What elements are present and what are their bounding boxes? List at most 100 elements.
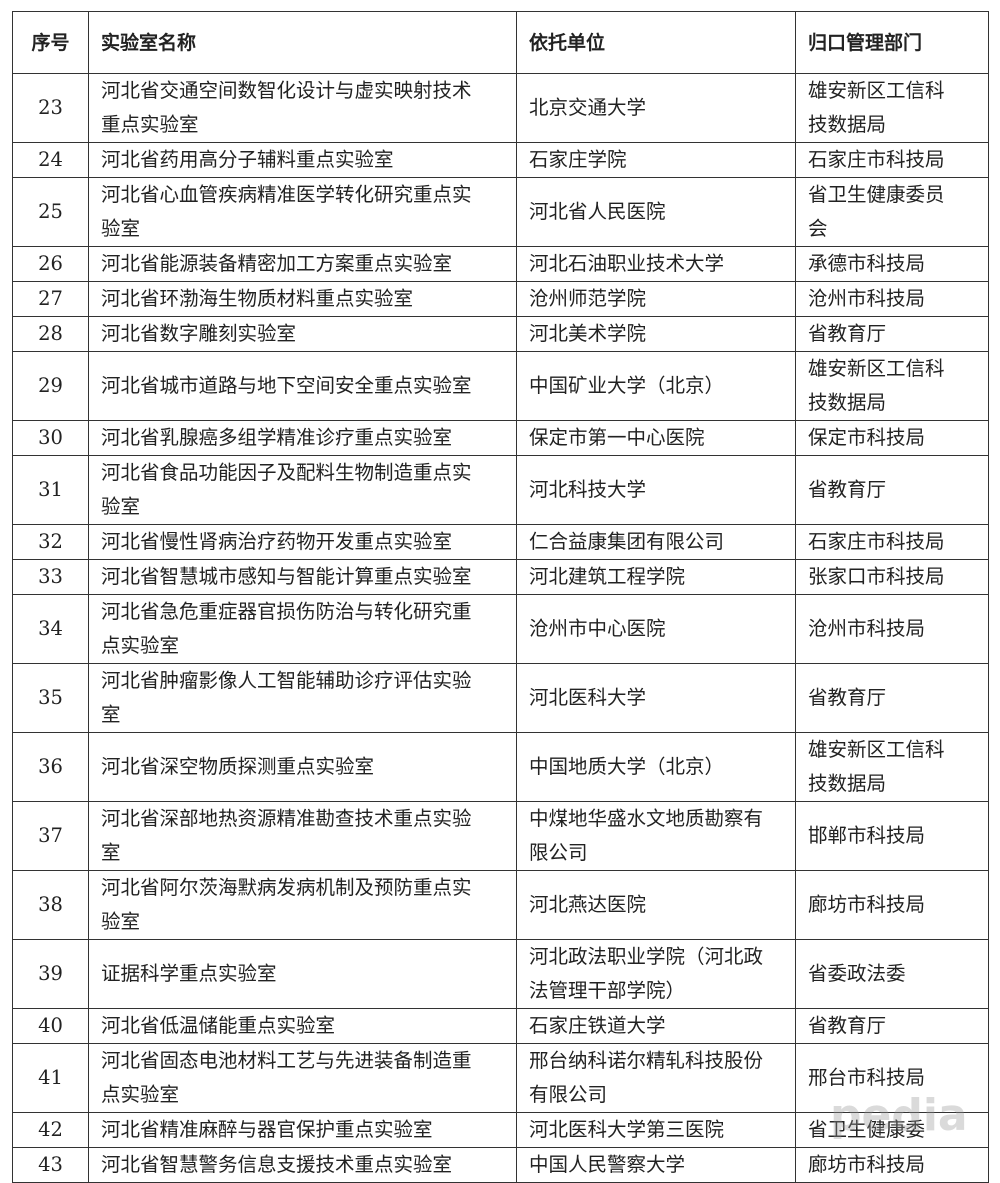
row-index-cell: 42 [12,1112,89,1148]
host-unit-cell: 河北医科大学 [516,663,796,733]
table-row: 37 河北省深部地热资源精准勘查技术重点实验室 中煤地华盛水文地质勘察有限公司 邯郸市… [12,801,989,871]
department-cell: 廊坊市科技局 [795,870,989,940]
row-index-cell: 25 [12,177,89,247]
row-index-cell: 35 [12,663,89,733]
host-unit-cell: 河北燕达医院 [516,870,796,940]
department-cell: 雄安新区工信科技数据局 [795,73,989,143]
host-unit-cell: 河北省人民医院 [516,177,796,247]
department-cell: 雄安新区工信科技数据局 [795,351,989,421]
table-row: 36 河北省深空物质探测重点实验室 中国地质大学（北京） 雄安新区工信科技数据局 [12,732,989,802]
host-unit-cell: 沧州市中心医院 [516,594,796,664]
row-index-cell: 36 [12,732,89,802]
header-lab-name: 实验室名称 [88,11,517,74]
department-cell: 省教育厅 [795,1008,989,1044]
host-unit-cell: 中煤地华盛水文地质勘察有限公司 [516,801,796,871]
host-unit-cell: 石家庄铁道大学 [516,1008,796,1044]
lab-name-cell: 河北省食品功能因子及配料生物制造重点实验室 [88,455,517,525]
table-row: 42 河北省精准麻醉与器官保护重点实验室 河北医科大学第三医院 省卫生健康委 [12,1112,989,1148]
row-index-cell: 33 [12,559,89,595]
lab-name-cell: 河北省急危重症器官损伤防治与转化研究重点实验室 [88,594,517,664]
department-cell: 邢台市科技局 [795,1043,989,1113]
host-unit-cell: 河北美术学院 [516,316,796,352]
department-cell: 沧州市科技局 [795,594,989,664]
host-unit-cell: 河北政法职业学院（河北政法管理干部学院） [516,939,796,1009]
row-index-cell: 28 [12,316,89,352]
table-row: 35 河北省肿瘤影像人工智能辅助诊疗评估实验室 河北医科大学 省教育厅 [12,663,989,733]
row-index-cell: 38 [12,870,89,940]
table-row: 26 河北省能源装备精密加工方案重点实验室 河北石油职业技术大学 承德市科技局 [12,246,989,282]
row-index-cell: 41 [12,1043,89,1113]
host-unit-cell: 中国矿业大学（北京） [516,351,796,421]
row-index-cell: 24 [12,142,89,178]
host-unit-cell: 河北石油职业技术大学 [516,246,796,282]
table-row: 39 证据科学重点实验室 河北政法职业学院（河北政法管理干部学院） 省委政法委 [12,939,989,1009]
table-row: 25 河北省心血管疾病精准医学转化研究重点实验室 河北省人民医院 省卫生健康委员会 [12,177,989,247]
table-row: 33 河北省智慧城市感知与智能计算重点实验室 河北建筑工程学院 张家口市科技局 [12,559,989,595]
department-cell: 省教育厅 [795,316,989,352]
table-row: 31 河北省食品功能因子及配料生物制造重点实验室 河北科技大学 省教育厅 [12,455,989,525]
host-unit-cell: 北京交通大学 [516,73,796,143]
lab-name-cell: 河北省慢性肾病治疗药物开发重点实验室 [88,524,517,560]
row-index-cell: 23 [12,73,89,143]
lab-name-cell: 河北省交通空间数智化设计与虚实映射技术重点实验室 [88,73,517,143]
row-index-cell: 37 [12,801,89,871]
laboratory-table: 序号 实验室名称 依托单位 归口管理部门 23 河北省交通空间数智化设计与虚实映射… [12,11,989,1183]
department-cell: 雄安新区工信科技数据局 [795,732,989,802]
host-unit-cell: 河北科技大学 [516,455,796,525]
table-row: 43 河北省智慧警务信息支援技术重点实验室 中国人民警察大学 廊坊市科技局 [12,1147,989,1183]
host-unit-cell: 保定市第一中心医院 [516,420,796,456]
lab-name-cell: 河北省环渤海生物质材料重点实验室 [88,281,517,317]
department-cell: 省委政法委 [795,939,989,1009]
lab-name-cell: 河北省阿尔茨海默病发病机制及预防重点实验室 [88,870,517,940]
row-index-cell: 32 [12,524,89,560]
lab-name-cell: 河北省城市道路与地下空间安全重点实验室 [88,351,517,421]
department-cell: 省教育厅 [795,663,989,733]
department-cell: 承德市科技局 [795,246,989,282]
department-cell: 保定市科技局 [795,420,989,456]
host-unit-cell: 河北建筑工程学院 [516,559,796,595]
lab-name-cell: 河北省深部地热资源精准勘查技术重点实验室 [88,801,517,871]
lab-name-cell: 河北省数字雕刻实验室 [88,316,517,352]
row-index-cell: 39 [12,939,89,1009]
lab-name-cell: 证据科学重点实验室 [88,939,517,1009]
table-row: 30 河北省乳腺癌多组学精准诊疗重点实验室 保定市第一中心医院 保定市科技局 [12,420,989,456]
host-unit-cell: 沧州师范学院 [516,281,796,317]
row-index-cell: 26 [12,246,89,282]
table-row: 24 河北省药用高分子辅料重点实验室 石家庄学院 石家庄市科技局 [12,142,989,178]
lab-name-cell: 河北省心血管疾病精准医学转化研究重点实验室 [88,177,517,247]
host-unit-cell: 仁合益康集团有限公司 [516,524,796,560]
table-row: 34 河北省急危重症器官损伤防治与转化研究重点实验室 沧州市中心医院 沧州市科技局 [12,594,989,664]
lab-name-cell: 河北省智慧城市感知与智能计算重点实验室 [88,559,517,595]
lab-name-cell: 河北省固态电池材料工艺与先进装备制造重点实验室 [88,1043,517,1113]
department-cell: 省卫生健康委员会 [795,177,989,247]
lab-name-cell: 河北省肿瘤影像人工智能辅助诊疗评估实验室 [88,663,517,733]
table-row: 23 河北省交通空间数智化设计与虚实映射技术重点实验室 北京交通大学 雄安新区工信科技… [12,73,989,143]
host-unit-cell: 中国地质大学（北京） [516,732,796,802]
table-header-row: 序号 实验室名称 依托单位 归口管理部门 [12,11,989,74]
host-unit-cell: 中国人民警察大学 [516,1147,796,1183]
row-index-cell: 43 [12,1147,89,1183]
table-row: 40 河北省低温储能重点实验室 石家庄铁道大学 省教育厅 [12,1008,989,1044]
host-unit-cell: 邢台纳科诺尔精轧科技股份有限公司 [516,1043,796,1113]
host-unit-cell: 石家庄学院 [516,142,796,178]
header-department: 归口管理部门 [795,11,989,74]
lab-name-cell: 河北省精准麻醉与器官保护重点实验室 [88,1112,517,1148]
table-row: 28 河北省数字雕刻实验室 河北美术学院 省教育厅 [12,316,989,352]
lab-name-cell: 河北省低温储能重点实验室 [88,1008,517,1044]
department-cell: 石家庄市科技局 [795,142,989,178]
department-cell: 廊坊市科技局 [795,1147,989,1183]
row-index-cell: 30 [12,420,89,456]
table-row: 32 河北省慢性肾病治疗药物开发重点实验室 仁合益康集团有限公司 石家庄市科技局 [12,524,989,560]
department-cell: 石家庄市科技局 [795,524,989,560]
lab-name-cell: 河北省乳腺癌多组学精准诊疗重点实验室 [88,420,517,456]
row-index-cell: 34 [12,594,89,664]
department-cell: 省卫生健康委 [795,1112,989,1148]
lab-name-cell: 河北省药用高分子辅料重点实验室 [88,142,517,178]
header-host-unit: 依托单位 [516,11,796,74]
header-index: 序号 [12,11,89,74]
department-cell: 沧州市科技局 [795,281,989,317]
row-index-cell: 27 [12,281,89,317]
table-row: 29 河北省城市道路与地下空间安全重点实验室 中国矿业大学（北京） 雄安新区工信科技数… [12,351,989,421]
row-index-cell: 31 [12,455,89,525]
table-row: 38 河北省阿尔茨海默病发病机制及预防重点实验室 河北燕达医院 廊坊市科技局 [12,870,989,940]
